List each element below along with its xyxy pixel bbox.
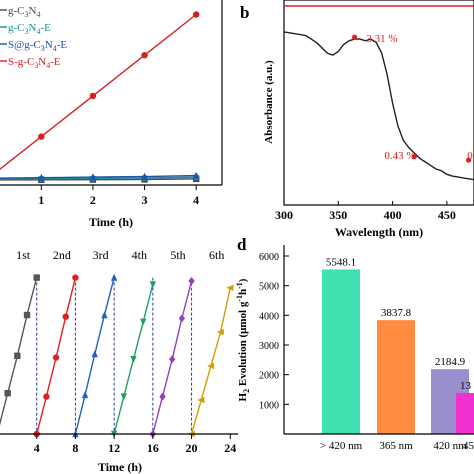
panel-c-cycle-label: 3rd bbox=[93, 248, 109, 262]
panel-d-bar bbox=[322, 269, 360, 434]
panel-a-legend-entry: S-g-C3N4-E bbox=[8, 56, 61, 70]
panel-a-data-point bbox=[141, 172, 148, 180]
panel-c-data-point bbox=[81, 391, 89, 399]
panel-c-data-point bbox=[62, 313, 69, 320]
panel-b-point-label: 0.43 % bbox=[384, 150, 415, 162]
panel-c-data-point bbox=[216, 328, 224, 336]
panel-b-marker bbox=[351, 34, 358, 40]
panel-a-data-point bbox=[141, 52, 148, 59]
panel-d-x-tick-label: 45 bbox=[463, 440, 474, 452]
panel-d-bar-label: 5548.1 bbox=[326, 256, 356, 268]
panel-d-y-tick-label: 2000 bbox=[259, 371, 279, 382]
panel-c-data-point bbox=[130, 356, 137, 363]
panel-c-data-point bbox=[14, 352, 21, 359]
panel-c-x-tick-label: 4 bbox=[34, 441, 40, 455]
panel-c-x-tick-label: 24 bbox=[224, 441, 236, 455]
panel-c-cycle-label: 4th bbox=[132, 248, 147, 262]
panel-c-data-point bbox=[149, 281, 157, 289]
panel-d-y-label: H2 Evolution (μmol g-1h-1) bbox=[235, 278, 251, 401]
panel-d-bar-label: 3837.8 bbox=[381, 307, 412, 319]
panel-c-x-tick-label: 12 bbox=[108, 441, 120, 455]
panel-a-data-point bbox=[192, 11, 200, 18]
panel-d-chart: d 5548.1 3837.8 2184.9 13 1000 2000 3000 4000 5… bbox=[235, 235, 474, 452]
panel-c-data-point bbox=[159, 392, 166, 401]
panel-a-legend-entry: g-C3N4 bbox=[8, 5, 40, 19]
panel-c-data-point bbox=[226, 284, 234, 291]
panel-c-data-point bbox=[207, 362, 215, 370]
panel-a-data-point bbox=[89, 92, 97, 100]
panel-b-frame bbox=[283, 0, 474, 206]
panel-d-y-tick-label: 6000 bbox=[259, 252, 279, 263]
panel-a-data-point bbox=[89, 173, 97, 181]
panel-d-x-tick-label: 420 nm bbox=[433, 440, 467, 452]
panel-a-data-point bbox=[38, 173, 45, 181]
panel-a-x-tick-label: 4 bbox=[193, 193, 199, 207]
panel-b-point-label: 3.31 % bbox=[366, 33, 397, 45]
panel-d-y-tick-label: 4000 bbox=[259, 311, 279, 322]
panel-b-letter: b bbox=[240, 3, 249, 22]
panel-d-x-tick-label: > 420 nm bbox=[320, 440, 363, 452]
panel-c-data-point bbox=[43, 393, 50, 400]
panel-d-bar bbox=[377, 320, 415, 434]
panel-b-point-label: 0 bbox=[467, 150, 473, 162]
panel-b-marker bbox=[411, 153, 417, 160]
panel-c-cycle-label: 1st bbox=[16, 248, 31, 262]
panel-d-bar-label: 13 bbox=[460, 380, 472, 392]
panel-c-data-point bbox=[52, 354, 60, 361]
panel-d-bar-label: 2184.9 bbox=[435, 356, 466, 368]
panel-c-data-point bbox=[139, 318, 147, 326]
panel-c-data-point bbox=[178, 314, 186, 323]
panel-c-data-point bbox=[72, 274, 79, 281]
panel-c-data-point bbox=[110, 273, 118, 281]
panel-c-data-point bbox=[197, 396, 205, 404]
panel-b-chart: b 3.31 % 0.43 % 0 300 350 400 450 Wavelength … bbox=[240, 0, 474, 239]
panel-c-x-tick-label: 20 bbox=[186, 441, 198, 455]
panel-d-y-tick-label: 1000 bbox=[259, 400, 279, 411]
panel-b-x-label: Wavelength (nm) bbox=[335, 225, 423, 239]
panel-c-data-point bbox=[188, 277, 195, 285]
panel-b-y-label: Absorbance (a.u.) bbox=[263, 60, 275, 144]
panel-a-data-point bbox=[38, 133, 45, 140]
panel-c-cycle-label: 5th bbox=[170, 248, 185, 262]
panel-c-data-point bbox=[120, 393, 128, 401]
panel-d-y-tick-label: 5000 bbox=[259, 282, 279, 293]
panel-c-x-tick-label: 8 bbox=[72, 441, 78, 455]
panel-c-data-point bbox=[91, 350, 98, 358]
panel-c-data-point bbox=[4, 390, 11, 397]
panel-d-bar bbox=[456, 393, 474, 434]
panel-a-data-point bbox=[192, 171, 200, 179]
panel-b-x-tick-label: 350 bbox=[329, 208, 347, 222]
panel-a-x-tick-label: 3 bbox=[142, 193, 148, 207]
panel-a-legend: g-C3N4 g-C3N4-E S@g-C3N4-E S-g-C3N4-E bbox=[0, 5, 67, 70]
panel-c-x-tick-label: 16 bbox=[147, 441, 159, 455]
panel-b-marker bbox=[465, 157, 472, 163]
panel-c-data-point bbox=[101, 311, 108, 319]
panel-c-chart: 1st 2nd 3rd 4th 5th 6th 4 8 12 16 20 24 Time (h) bbox=[0, 248, 238, 474]
panel-a-legend-entry: S@g-C3N4-E bbox=[8, 39, 67, 53]
panel-d-y-tick-label: 3000 bbox=[259, 341, 279, 352]
panel-b-absorbance-curve bbox=[283, 31, 474, 181]
panel-c-series-line bbox=[190, 287, 231, 435]
panel-d-letter: d bbox=[237, 235, 247, 254]
panel-b-x-tick-label: 400 bbox=[384, 208, 402, 222]
panel-c-cycle-label: 2nd bbox=[53, 248, 71, 262]
panel-c-data-point bbox=[23, 311, 31, 319]
panel-d-x-tick-label: 365 nm bbox=[379, 440, 413, 452]
panel-a-legend-entry: g-C3N4-E bbox=[8, 22, 51, 36]
panel-c-data-point bbox=[168, 355, 176, 364]
panel-a-x-tick-label: 1 bbox=[38, 193, 44, 207]
panel-b-x-tick-label: 300 bbox=[275, 208, 293, 222]
panel-c-x-label: Time (h) bbox=[98, 460, 142, 474]
panel-b-x-tick-label: 450 bbox=[438, 208, 456, 222]
panel-c-data-point bbox=[33, 274, 40, 281]
panel-a-x-label: Time (h) bbox=[89, 215, 133, 229]
panel-c-cycle-label: 6th bbox=[209, 248, 224, 262]
panel-a-x-tick-label: 2 bbox=[90, 193, 96, 207]
